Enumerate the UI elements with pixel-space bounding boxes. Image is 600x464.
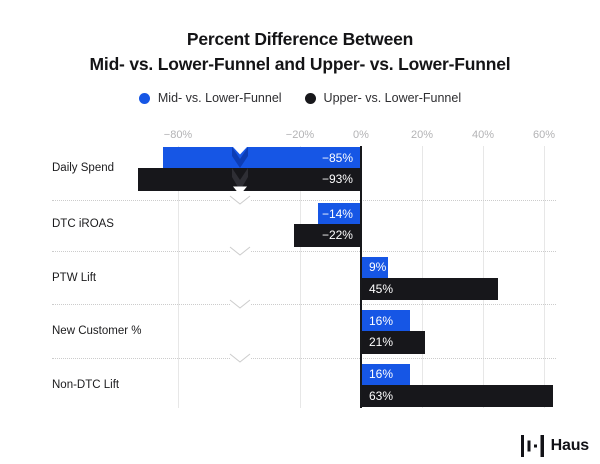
axis-tick-label: −20% bbox=[285, 129, 315, 141]
legend-item-mid-vs-lower: Mid- vs. Lower-Funnel bbox=[138, 91, 282, 105]
axis-break-notch-icon bbox=[229, 243, 251, 258]
axis-tick-label: 20% bbox=[410, 129, 434, 141]
legend: Mid- vs. Lower-Funnel Upper- vs. Lower-F… bbox=[0, 91, 600, 105]
axis-tick-label: −80% bbox=[163, 129, 193, 141]
chart-title-line1: Percent Difference Between bbox=[186, 29, 414, 49]
bar-upper-vs-lower-funnel: −93% bbox=[138, 168, 361, 191]
bar-value-label: 9% bbox=[369, 260, 387, 274]
grid-line bbox=[300, 146, 301, 408]
bar-mid-vs-lower-funnel: 16% bbox=[361, 310, 410, 331]
row-separator bbox=[52, 304, 556, 305]
bar-value-label: −85% bbox=[321, 150, 353, 165]
bar-upper-vs-lower-funnel: 45% bbox=[361, 277, 499, 300]
axis-break-notch-icon bbox=[229, 297, 251, 311]
axis-tick-label: 40% bbox=[471, 129, 495, 141]
bar-mid-vs-lower-funnel: −85% bbox=[162, 147, 361, 168]
bar-value-label: −14% bbox=[321, 206, 353, 221]
category-label: New Customer % bbox=[52, 325, 142, 337]
axis-tick-label: 0% bbox=[353, 129, 369, 141]
brand-name: Haus bbox=[550, 437, 590, 454]
grid-line bbox=[544, 146, 545, 408]
footer-logo: Haus bbox=[520, 435, 590, 457]
bar-value-label: −93% bbox=[321, 172, 353, 187]
legend-dot-blue-icon bbox=[138, 92, 150, 104]
row-separator bbox=[52, 250, 556, 252]
axis-break-notch-icon bbox=[229, 350, 251, 365]
category-label: PTW Lift bbox=[52, 271, 97, 284]
haus-soundwave-icon bbox=[520, 435, 544, 457]
bar-upper-vs-lower-funnel: 63% bbox=[361, 384, 554, 407]
category-label: Daily Spend bbox=[52, 162, 115, 174]
bar-mid-vs-lower-funnel: 16% bbox=[361, 363, 410, 385]
axis-break-notch-icon bbox=[229, 193, 251, 207]
bar-value-label: 63% bbox=[369, 388, 394, 403]
bar-upper-vs-lower-funnel: 21% bbox=[361, 331, 426, 354]
axis-break-marker bbox=[232, 147, 248, 195]
bar-value-label: −22% bbox=[321, 228, 353, 243]
axis-tick-label: 60% bbox=[532, 129, 556, 141]
category-label: Non-DTC Lift bbox=[52, 378, 120, 391]
legend-label: Mid- vs. Lower-Funnel bbox=[157, 91, 282, 105]
legend-label: Upper- vs. Lower-Funnel bbox=[323, 91, 462, 105]
legend-item-upper-vs-lower: Upper- vs. Lower-Funnel bbox=[304, 91, 462, 105]
legend-dot-black-icon bbox=[304, 92, 316, 104]
zero-axis-line bbox=[360, 146, 362, 408]
bar-value-label: 45% bbox=[369, 281, 394, 296]
chart-title: Percent Difference Between Mid- vs. Lowe… bbox=[0, 27, 600, 77]
grid-line bbox=[422, 146, 423, 408]
bar-mid-vs-lower-funnel: −14% bbox=[318, 203, 361, 224]
bar-upper-vs-lower-funnel: −22% bbox=[293, 224, 361, 247]
row-separator bbox=[52, 200, 556, 201]
bar-value-label: 16% bbox=[369, 367, 394, 381]
category-label: DTC iROAS bbox=[52, 218, 114, 230]
bar-mid-vs-lower-funnel: 9% bbox=[361, 256, 389, 278]
grid-line bbox=[483, 146, 484, 408]
row-separator bbox=[52, 357, 556, 359]
chart-title-line2: Mid- vs. Lower-Funnel and Upper- vs. Low… bbox=[89, 54, 511, 74]
bar-value-label: 16% bbox=[369, 313, 394, 328]
grid-line bbox=[178, 146, 179, 408]
bar-value-label: 21% bbox=[369, 335, 394, 350]
